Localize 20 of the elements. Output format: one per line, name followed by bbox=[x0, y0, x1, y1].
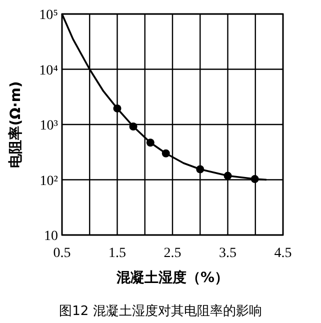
x-tick-label: 3.5 bbox=[219, 246, 236, 261]
point bbox=[113, 104, 122, 112]
point bbox=[250, 175, 259, 184]
x-tick-label: 0.5 bbox=[53, 246, 71, 261]
y-axis-title: 电阻率(Ω·m) bbox=[7, 81, 24, 168]
y-tick-label: 10⁵ bbox=[39, 8, 58, 23]
point bbox=[162, 149, 170, 158]
point bbox=[196, 165, 204, 174]
point bbox=[224, 172, 232, 180]
point bbox=[129, 122, 138, 130]
x-tick-label: 2.5 bbox=[164, 246, 182, 261]
x-tick-label: 1.5 bbox=[108, 246, 126, 261]
x-axis-title: 混凝土湿度（%） bbox=[115, 269, 229, 286]
point bbox=[146, 138, 154, 147]
y-tick-label: 10³ bbox=[40, 118, 58, 134]
text: 图12 混凝土湿度对其电阻率的影响 bbox=[59, 303, 262, 319]
y-tick-label: 10 bbox=[44, 229, 58, 244]
y-tick-label: 10⁴ bbox=[39, 63, 58, 78]
x-tick-label: 4.5 bbox=[274, 246, 292, 261]
y-tick-label: 10² bbox=[40, 174, 58, 189]
